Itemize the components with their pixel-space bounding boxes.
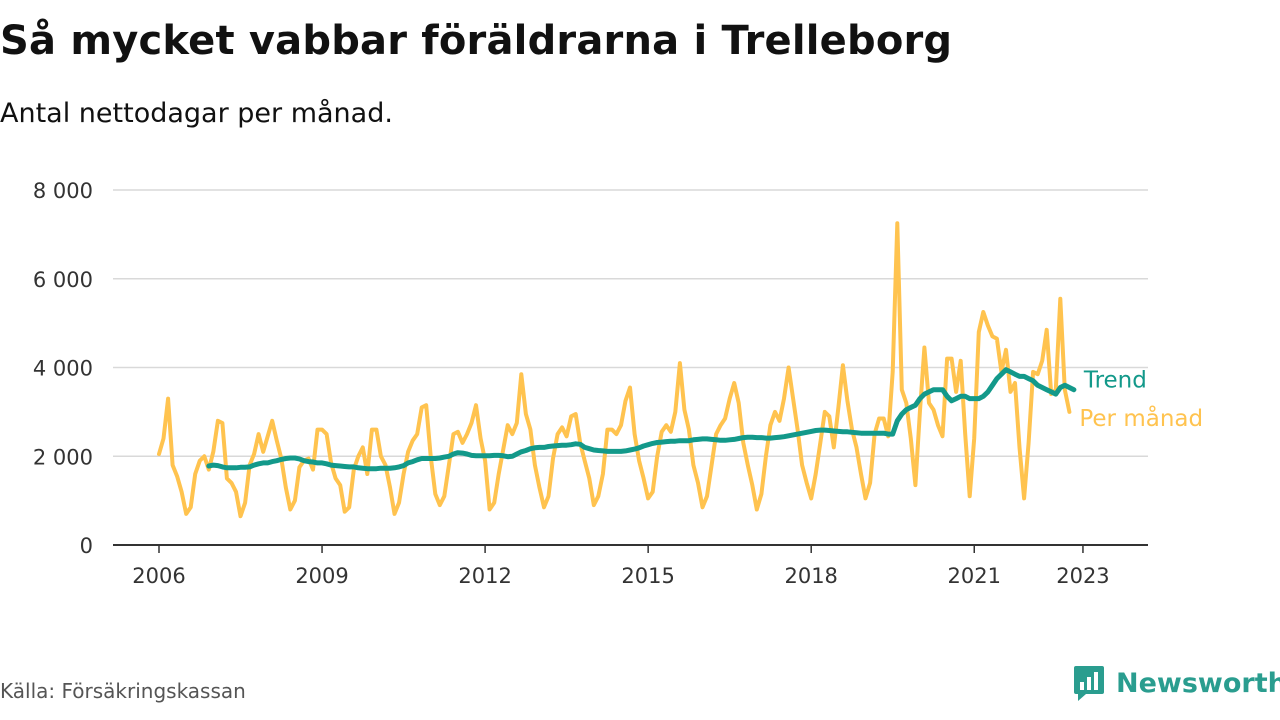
series-labels: Per månad Trend	[1079, 368, 1203, 432]
axes: 0 2 000 4 000 6 000 8 000 2006 2009 2012 2015 201…	[33, 179, 1148, 588]
x-tick-label: 2023	[1056, 564, 1109, 588]
y-tick-label: 4 000	[33, 357, 93, 381]
x-tick-label: 2006	[132, 564, 185, 588]
chart-subtitle: Antal nettodagar per månad.	[0, 98, 393, 129]
x-tick-label: 2021	[948, 564, 1001, 588]
series-line-trend	[206, 367, 1077, 472]
x-tick-label: 2009	[295, 564, 348, 588]
y-tick-label: 6 000	[33, 268, 93, 292]
series-label-trend: Trend	[1083, 368, 1147, 394]
x-tick-label: 2018	[784, 564, 837, 588]
chart-bubble-icon	[1074, 666, 1104, 701]
x-tick-label: 2012	[458, 564, 511, 588]
y-tick-label: 8 000	[33, 179, 93, 203]
chart-title: Så mycket vabbar föräldrarna i Trellebor…	[0, 18, 953, 64]
series-lines	[157, 221, 1077, 519]
gridlines	[113, 189, 1148, 457]
brand-logo: Newsworthy	[1072, 664, 1280, 702]
x-tick-label: 2015	[621, 564, 674, 588]
source-note: Källa: Försäkringskassan	[0, 679, 246, 703]
y-tick-label: 2 000	[33, 445, 93, 469]
y-tick-label: 0	[80, 534, 93, 558]
series-line-monthly	[157, 221, 1072, 519]
series-label-monthly: Per månad	[1079, 404, 1203, 432]
brand-name: Newsworthy	[1116, 667, 1280, 699]
